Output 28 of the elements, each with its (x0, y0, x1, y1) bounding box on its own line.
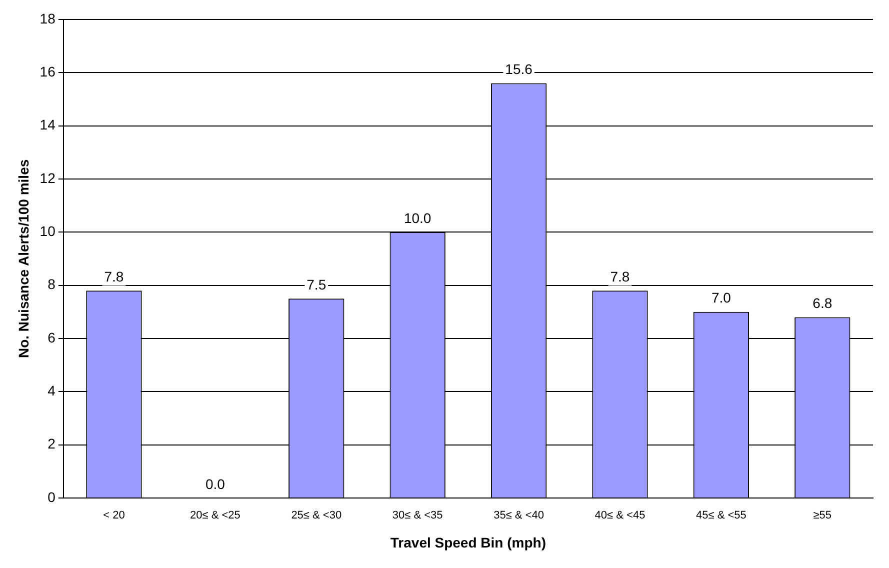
x-tick-label: 35≤ & <40 (494, 510, 544, 522)
x-tick-label: < 20 (103, 510, 125, 522)
y-tick-label: 0 (48, 488, 56, 505)
x-tick-label: 25≤ & <30 (291, 510, 342, 522)
x-tick-label: 30≤ & <35 (392, 510, 443, 522)
y-tick-label: 6 (48, 329, 56, 346)
data-label: 7.8 (610, 268, 630, 284)
y-tick-label: 8 (48, 276, 56, 292)
x-tick-label: 45≤ & <55 (696, 510, 746, 522)
y-tick-label: 2 (48, 436, 56, 452)
y-tick-label: 4 (48, 382, 56, 399)
x-tick-label: ≥55 (813, 510, 832, 522)
y-tick-label: 12 (40, 170, 56, 186)
y-axis-title: No. Nuisance Alerts/100 miles (15, 159, 32, 358)
data-label: 6.8 (812, 295, 832, 312)
y-tick-label: 14 (40, 116, 56, 133)
data-label: 7.0 (711, 290, 732, 306)
y-tick-label: 18 (40, 10, 56, 26)
data-label: 0.0 (205, 476, 226, 492)
x-tick-label: 40≤ & <45 (594, 510, 646, 522)
data-label: 10.0 (404, 210, 432, 226)
y-tick-label: 10 (40, 222, 56, 239)
data-label: 7.5 (306, 276, 326, 292)
data-label: 7.8 (104, 268, 124, 284)
data-label: 15.6 (505, 61, 533, 78)
x-tick-label: 20≤ & <25 (190, 510, 240, 522)
x-axis-title: Travel Speed Bin (mph) (390, 534, 546, 550)
y-tick-label: 16 (40, 63, 56, 80)
